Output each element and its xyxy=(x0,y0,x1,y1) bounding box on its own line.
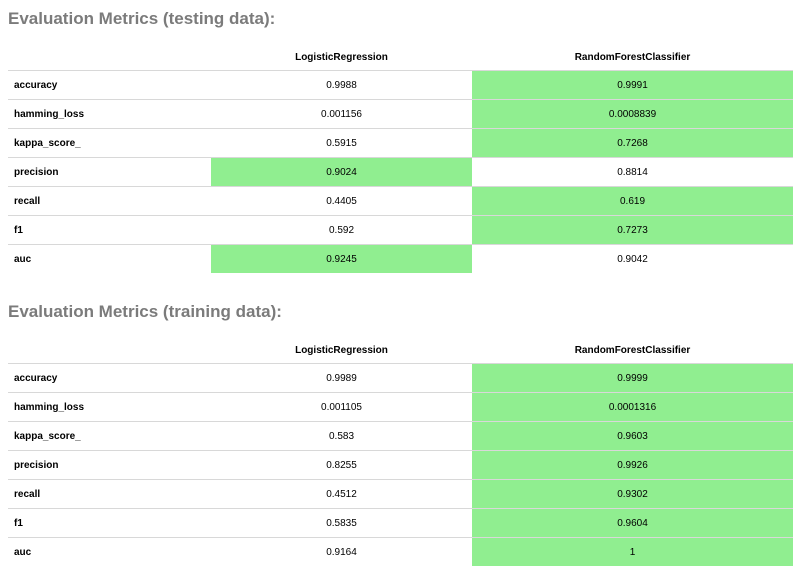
table-row: auc 0.9245 0.9042 xyxy=(8,244,793,273)
metric-label: f1 xyxy=(8,215,211,245)
metric-label: kappa_score_ xyxy=(8,128,211,158)
random-forest-value: 0.0001316 xyxy=(472,392,793,422)
logistic-regression-value: 0.9989 xyxy=(211,363,472,393)
training-metrics-table: LogisticRegression RandomForestClassifie… xyxy=(8,337,793,566)
table-header-row: LogisticRegression RandomForestClassifie… xyxy=(8,44,793,71)
random-forest-value: 0.619 xyxy=(472,186,793,216)
logistic-regression-value: 0.8255 xyxy=(211,450,472,480)
logistic-regression-value: 0.583 xyxy=(211,421,472,451)
testing-metrics-table: LogisticRegression RandomForestClassifie… xyxy=(8,44,793,273)
column-header-random-forest: RandomForestClassifier xyxy=(472,337,793,364)
logistic-regression-value: 0.592 xyxy=(211,215,472,245)
logistic-regression-value: 0.5835 xyxy=(211,508,472,538)
random-forest-value: 1 xyxy=(472,537,793,566)
random-forest-value: 0.9042 xyxy=(617,253,648,265)
table-row: accuracy 0.9988 0.9991 xyxy=(8,70,793,100)
metric-label: recall xyxy=(8,479,211,509)
logistic-regression-value: 0.9164 xyxy=(326,546,357,558)
table-row: f1 0.5835 0.9604 xyxy=(8,508,793,538)
training-rows: accuracy 0.9989 0.9999 hamming_loss 0.001105… xyxy=(8,363,793,566)
random-forest-value: 0.9999 xyxy=(472,363,793,393)
metric-label: precision xyxy=(8,157,211,187)
column-header-logistic-regression: LogisticRegression xyxy=(211,44,472,71)
table-row: auc 0.9164 1 xyxy=(8,537,793,566)
training-title: Evaluation Metrics (training data): xyxy=(8,302,282,321)
metric-label: auc xyxy=(14,253,32,265)
table-row: precision 0.8255 0.9926 xyxy=(8,450,793,480)
random-forest-value: 0.7273 xyxy=(472,215,793,245)
random-forest-value: 0.9603 xyxy=(472,421,793,451)
table-row: hamming_loss 0.001156 0.0008839 xyxy=(8,99,793,129)
logistic-regression-value: 0.9245 xyxy=(211,244,472,273)
logistic-regression-value: 0.001105 xyxy=(211,392,472,422)
testing-rows: accuracy 0.9988 0.9991 hamming_loss 0.001156… xyxy=(8,70,793,273)
logistic-regression-value: 0.4512 xyxy=(211,479,472,509)
metric-label: accuracy xyxy=(8,70,211,100)
metric-label: kappa_score_ xyxy=(8,421,211,451)
table-row: precision 0.9024 0.8814 xyxy=(8,157,793,187)
logistic-regression-value: 0.001156 xyxy=(211,99,472,129)
training-section: Evaluation Metrics (training data): Logi… xyxy=(8,301,793,566)
random-forest-value: 0.8814 xyxy=(472,157,793,187)
table-row: kappa_score_ 0.583 0.9603 xyxy=(8,421,793,451)
random-forest-value: 0.9302 xyxy=(472,479,793,509)
metric-label: hamming_loss xyxy=(8,99,211,129)
logistic-regression-value: 0.5915 xyxy=(211,128,472,158)
testing-title: Evaluation Metrics (testing data): xyxy=(8,9,276,28)
metric-label: hamming_loss xyxy=(8,392,211,422)
random-forest-value: 0.7268 xyxy=(472,128,793,158)
metric-label: auc xyxy=(14,546,32,558)
logistic-regression-value: 0.9024 xyxy=(211,157,472,187)
logistic-regression-value: 0.4405 xyxy=(211,186,472,216)
table-row: hamming_loss 0.001105 0.0001316 xyxy=(8,392,793,422)
random-forest-value: 0.9926 xyxy=(472,450,793,480)
testing-section: Evaluation Metrics (testing data): Logis… xyxy=(8,8,793,273)
table-header-row: LogisticRegression RandomForestClassifie… xyxy=(8,337,793,364)
table-row: recall 0.4512 0.9302 xyxy=(8,479,793,509)
random-forest-value: 0.9991 xyxy=(472,70,793,100)
header-corner xyxy=(8,337,211,364)
metric-label: precision xyxy=(8,450,211,480)
table-row: f1 0.592 0.7273 xyxy=(8,215,793,245)
column-header-random-forest: RandomForestClassifier xyxy=(472,44,793,71)
metric-label: f1 xyxy=(8,508,211,538)
column-header-logistic-regression: LogisticRegression xyxy=(211,337,472,364)
header-corner xyxy=(8,44,211,71)
metric-label: accuracy xyxy=(8,363,211,393)
table-row: accuracy 0.9989 0.9999 xyxy=(8,363,793,393)
metric-label: recall xyxy=(8,186,211,216)
table-row: kappa_score_ 0.5915 0.7268 xyxy=(8,128,793,158)
logistic-regression-value: 0.9988 xyxy=(211,70,472,100)
random-forest-value: 0.0008839 xyxy=(472,99,793,129)
table-row: recall 0.4405 0.619 xyxy=(8,186,793,216)
random-forest-value: 0.9604 xyxy=(472,508,793,538)
